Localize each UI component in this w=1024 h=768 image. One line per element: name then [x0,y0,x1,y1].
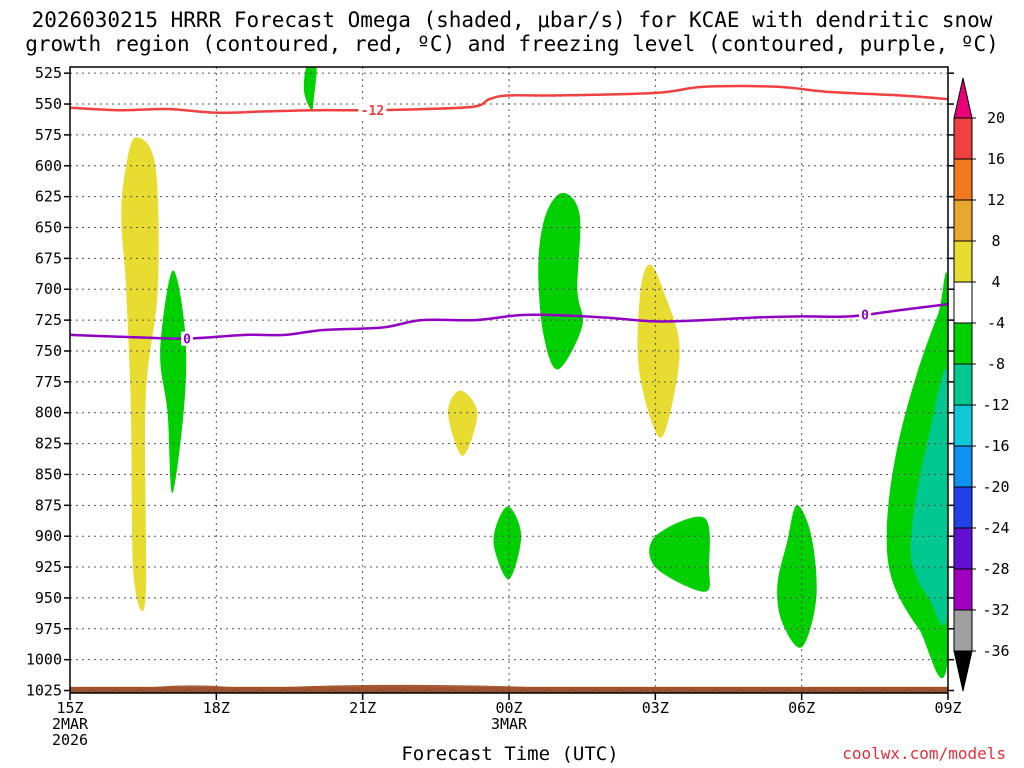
colorbar-bin-7 [953,363,973,406]
y-tick-label-625: 625 [35,188,62,206]
y-tick-label-550: 550 [35,95,62,113]
ground-fill [70,686,948,693]
y-tick-label-600: 600 [35,157,62,175]
colorbar-label-6: -8 [987,355,1005,373]
y-tick-label-900: 900 [35,527,62,545]
colorbar-label-12: -32 [982,601,1009,619]
omega-region-green-m4tom8-d [493,506,522,580]
freezing-level-line [69,302,949,340]
colorbar-bin-8 [953,404,973,447]
colorbar-label-7: -12 [982,396,1009,414]
x-tick-label-06Z: 06Z [788,699,815,717]
omega-region-green-m4tom8-c [538,192,583,370]
freezing-level-label-2: 0 [861,309,869,324]
y-tick-label-525: 525 [35,64,62,82]
colorbar-bin-6 [953,322,973,365]
contours: -12 0 0 [69,84,949,348]
colorbar-label-2: 12 [987,191,1005,209]
colorbar-label-9: -20 [982,478,1009,496]
colorbar-bin-10 [953,486,973,529]
x-tick-label-00Z: 00Z [495,699,522,717]
colorbar-bottom-triangle [953,650,973,692]
omega-region-yellow-4to8-b [447,390,478,456]
colorbar-bin-13 [953,609,973,652]
colorbar-bin-3 [953,199,973,242]
ground-band [70,684,948,693]
x-tick-label-09Z: 09Z [934,699,961,717]
omega-shaded-regions [121,67,948,678]
x-tick-label-15Z: 15Z [56,699,83,717]
dgz-contour-label-bg [358,103,387,118]
colorbar-bin-1 [953,117,973,160]
ground-bump-b [284,684,529,687]
site-credit[interactable]: coolwx.com/models [842,744,1006,763]
colorbar-label-10: -24 [982,519,1009,537]
colorbar-bin-9 [953,445,973,488]
colorbar-bin-11 [953,527,973,570]
omega-region-teal-m8tom12 [910,368,948,626]
y-tick-label-575: 575 [35,126,62,144]
y-tick-label-825: 825 [35,435,62,453]
omega-region-yellow-4to8-a [121,137,159,612]
colorbar-label-1: 16 [987,150,1005,168]
x-tick-date-15Z: 2MAR [52,715,89,733]
x-tick-label-03Z: 03Z [642,699,669,717]
omega-colorbar: 20 16 12 8 4 -4 -8 -12 -16 -20 -24 -28 -32 -36 [953,77,1010,692]
y-tick-label-775: 775 [35,373,62,391]
y-tick-label-1000: 1000 [26,651,62,669]
x-tick-label-18Z: 18Z [203,699,230,717]
chart-title-line2: growth region (contoured, red, ºC) and f… [25,32,999,56]
dgz-contour-label: -12 [361,104,384,119]
colorbar-top-triangle [953,77,973,119]
colorbar-label-3: 8 [991,232,1000,250]
freezing-level-label-2-bg [859,307,872,322]
y-tick-label-1025: 1025 [26,682,62,700]
ground-bump-a [152,685,231,687]
omega-region-green-m4tom8-b [303,67,317,111]
colorbar-bin-2 [953,158,973,201]
freezing-level-label-1: 0 [183,333,191,348]
colorbar-label-5: -4 [987,314,1005,332]
colorbar-label-13: -36 [982,642,1009,660]
chart-title-line1: 2026030215 HRRR Forecast Omega (shaded, … [31,8,993,32]
axes: 525 550 575 600 625 650 675 700 725 750 775 800 825 8… [26,64,962,749]
dgz-contour-line [69,84,949,115]
x-tick-year-15Z: 2026 [52,731,88,749]
colorbar-label-0: 20 [987,109,1005,127]
y-tick-label-675: 675 [35,249,62,267]
colorbar-bin-5 [953,281,973,324]
gridlines [70,67,948,693]
x-tick-label-21Z: 21Z [349,699,376,717]
x-tick-date-00Z: 3MAR [491,715,528,733]
colorbar-label-11: -28 [982,560,1009,578]
freezing-level-label-1-bg [181,331,194,346]
colorbar-label-4: 4 [991,273,1000,291]
omega-region-green-m4tom8-e [649,516,710,592]
y-tick-label-975: 975 [35,620,62,638]
y-tick-label-750: 750 [35,342,62,360]
omega-region-green-m4tom8-f [777,505,817,648]
y-tick-label-925: 925 [35,558,62,576]
x-axis-label: Forecast Time (UTC) [401,743,619,765]
y-tick-label-950: 950 [35,589,62,607]
y-tick-label-800: 800 [35,404,62,422]
y-tick-label-700: 700 [35,280,62,298]
y-tick-label-850: 850 [35,465,62,483]
y-tick-label-650: 650 [35,219,62,237]
colorbar-label-8: -16 [982,437,1009,455]
colorbar-bin-4 [953,240,973,283]
y-tick-label-875: 875 [35,496,62,514]
colorbar-bin-12 [953,568,973,611]
y-tick-label-725: 725 [35,311,62,329]
